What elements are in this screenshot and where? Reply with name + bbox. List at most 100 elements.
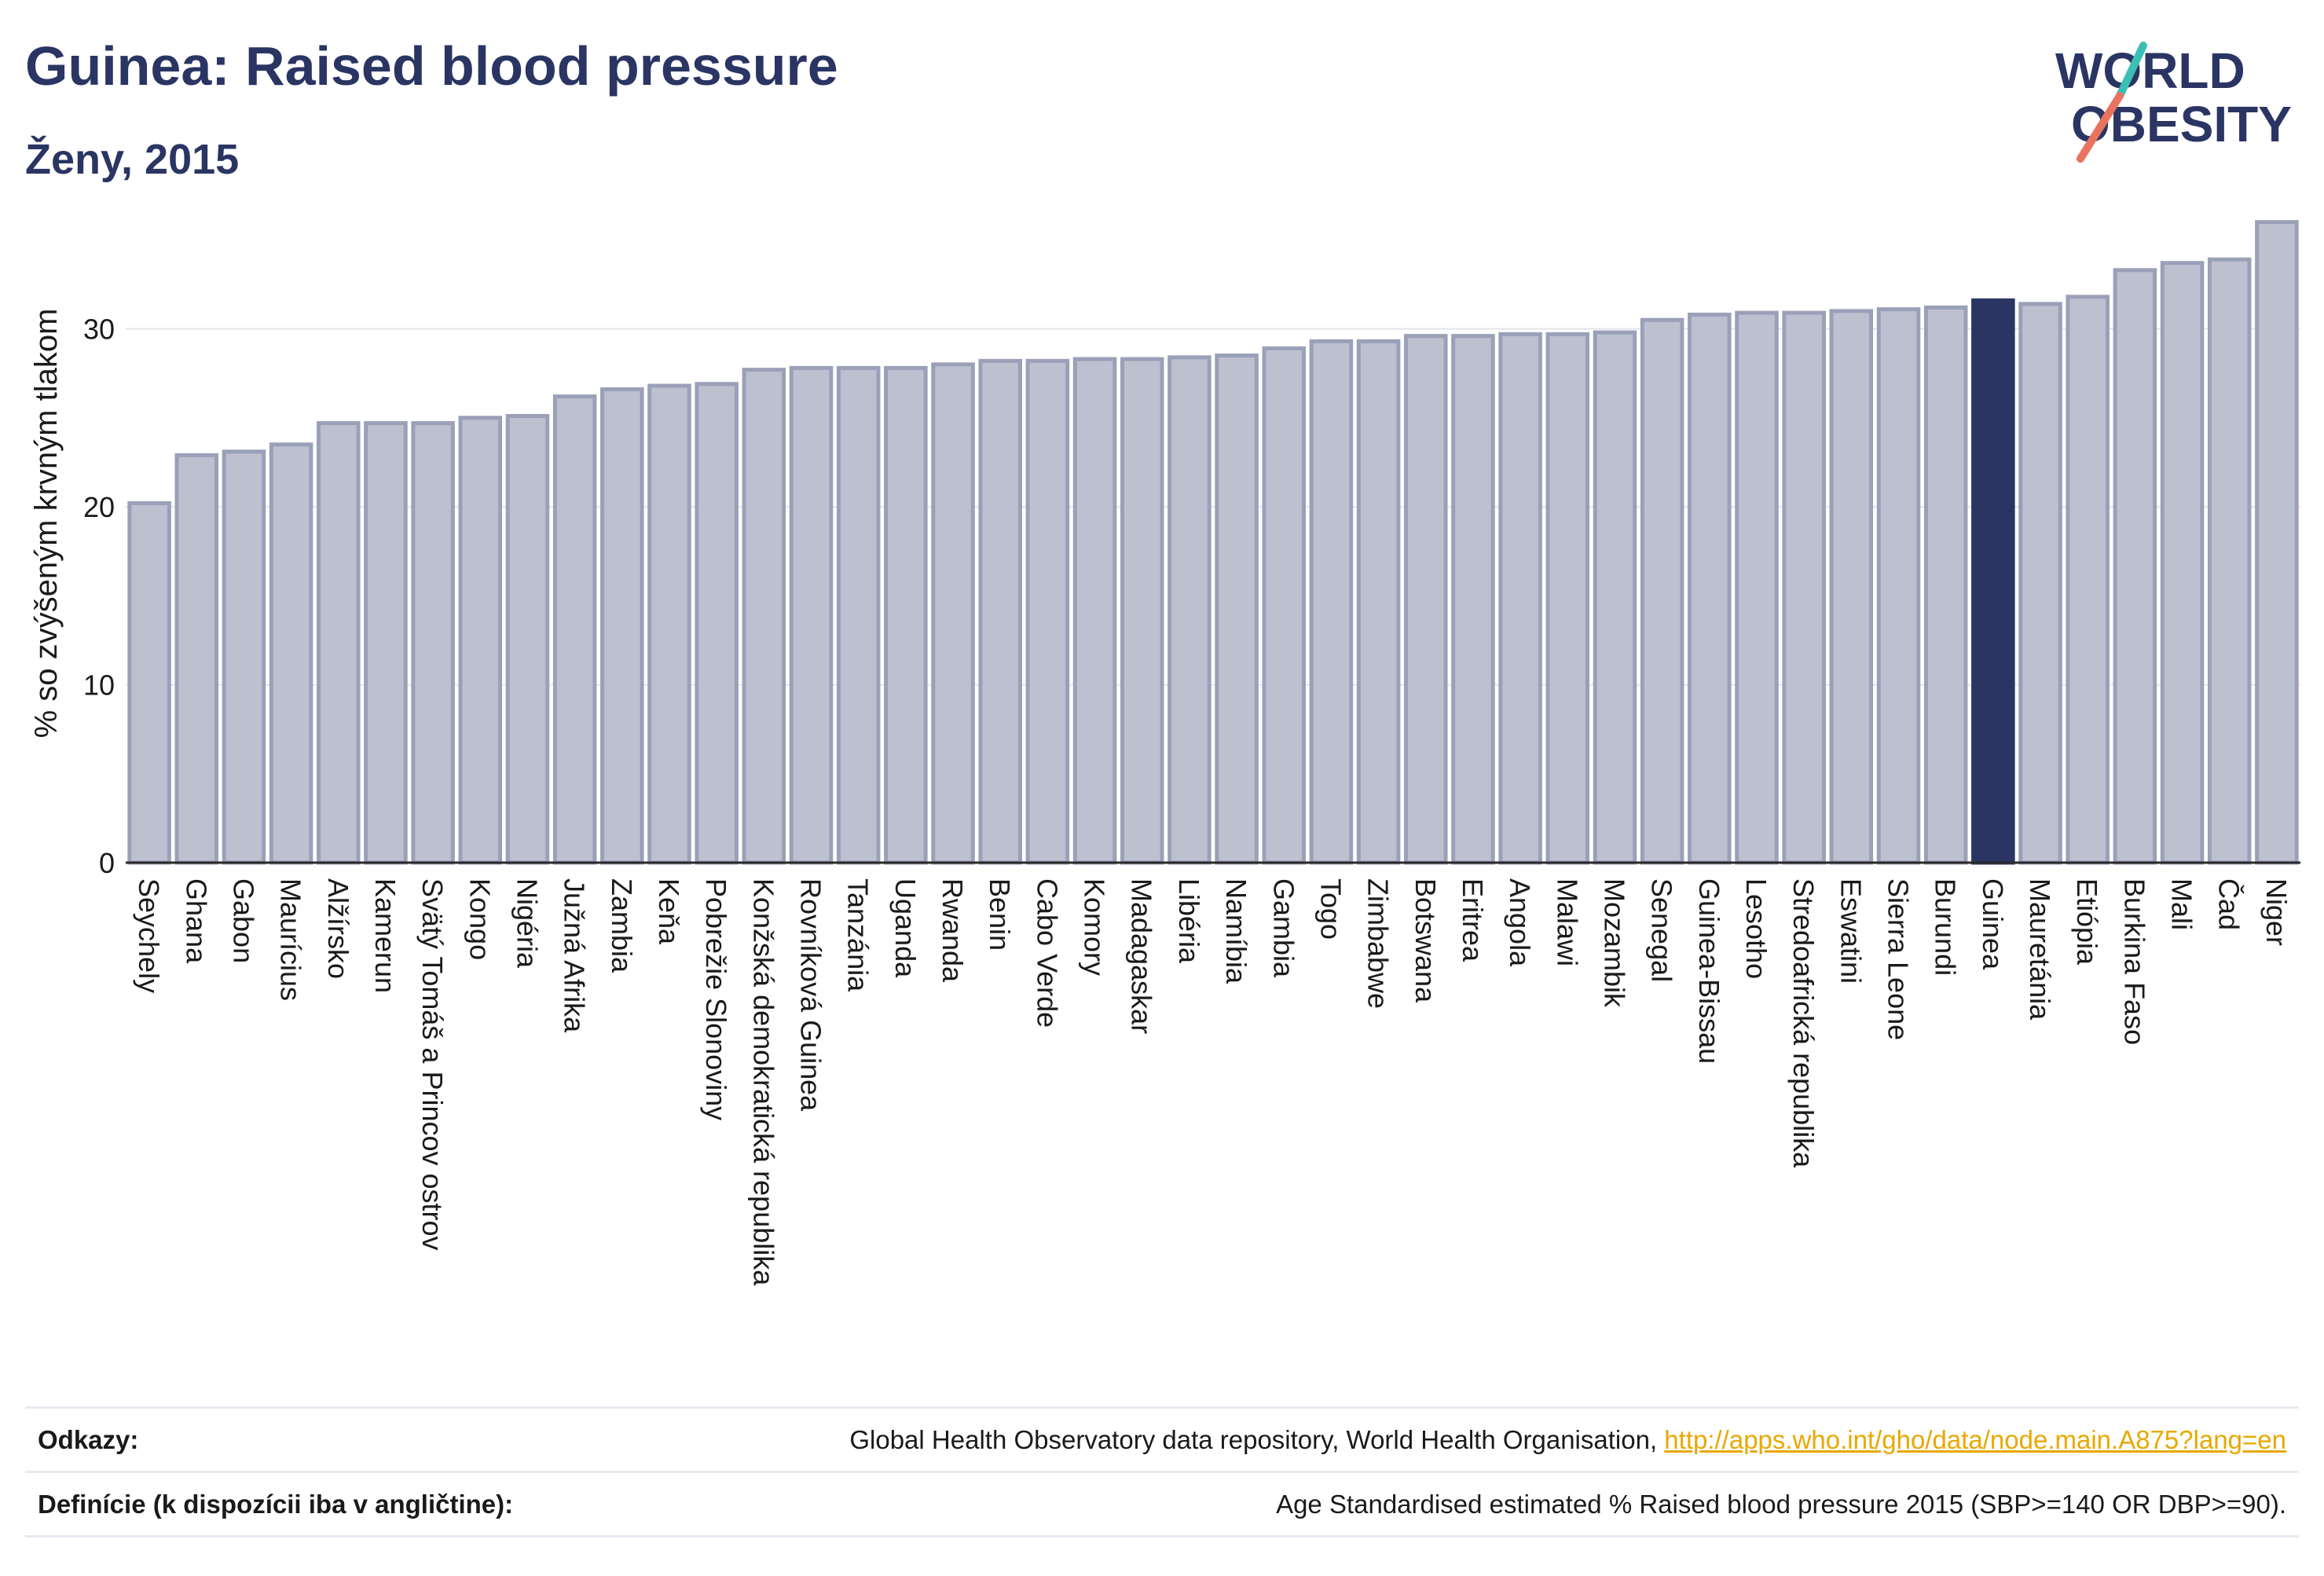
bar xyxy=(505,414,550,865)
bar xyxy=(1829,309,1874,865)
bar xyxy=(695,382,739,865)
bar xyxy=(1545,332,1590,865)
x-tick-label: Mali xyxy=(2166,878,2198,930)
x-tick-label: Senegal xyxy=(1646,878,1678,982)
y-tick-label: 20 xyxy=(83,491,115,523)
bar xyxy=(1404,334,1448,865)
x-tick-label: Alžírsko xyxy=(322,878,354,979)
definitions-label: Definície (k dispozícii iba v angličtine… xyxy=(38,1490,514,1519)
bar-chart: 0 10 20 30 Seychely Ghana Gabon Maurícius Alžír… xyxy=(29,220,2300,1286)
bar xyxy=(317,421,361,865)
bar xyxy=(1782,310,1826,865)
bar xyxy=(269,442,313,865)
x-tick-label: Keňa xyxy=(653,878,685,945)
x-tick-label: Mauretánia xyxy=(2024,878,2056,1021)
bar xyxy=(647,383,691,865)
x-tick-label: Svätý Tomáš a Princov ostrov xyxy=(416,878,449,1251)
x-tick-label: Zimbabwe xyxy=(1362,878,1395,1009)
bar xyxy=(884,365,928,865)
bar-highlight xyxy=(1971,298,2015,865)
x-tick-label: Rwanda xyxy=(937,878,969,983)
bar xyxy=(742,368,786,865)
references-link[interactable]: http://apps.who.int/gho/data/node.main.A… xyxy=(1664,1425,2286,1454)
definitions-row: Definície (k dispozícii iba v angličtine… xyxy=(25,1471,2299,1536)
x-tick-label: Ghana xyxy=(180,878,212,964)
x-tick-label: Kamerun xyxy=(369,878,401,993)
x-tick-label: Maurícius xyxy=(275,878,307,1001)
bar xyxy=(2160,261,2205,865)
world-obesity-logo: WORLD OBESITY xyxy=(2055,42,2292,163)
bar xyxy=(458,416,503,865)
footer-divider xyxy=(25,1535,2299,1538)
page-title: Guinea: Raised blood pressure xyxy=(25,35,838,97)
definitions-value: Age Standardised estimated % Raised bloo… xyxy=(1276,1490,2286,1519)
bar xyxy=(552,394,597,865)
x-tick-label: Malawi xyxy=(1551,878,1583,966)
x-tick-label: Eswatini xyxy=(1835,878,1867,984)
x-tick-label: Komory xyxy=(1079,878,1111,976)
bar xyxy=(978,358,1022,865)
x-tick-label: Nigéria xyxy=(511,878,543,969)
bar xyxy=(1688,312,1732,865)
y-ticks: 0 10 20 30 xyxy=(83,313,115,879)
bar xyxy=(1451,334,1495,865)
x-tick-label: Botswana xyxy=(1409,878,1442,1003)
bar xyxy=(411,421,455,865)
logo-line2: OBESITY xyxy=(2071,96,2292,152)
bar xyxy=(1120,357,1164,865)
references-row: Odkazy: Global Health Observatory data r… xyxy=(25,1406,2299,1472)
references-value: Global Health Observatory data repositor… xyxy=(849,1425,2299,1455)
x-tick-label: Cabo Verde xyxy=(1031,878,1063,1028)
x-tick-label: Madagaskar xyxy=(1126,878,1158,1034)
references-label: Odkazy: xyxy=(38,1425,139,1454)
bar xyxy=(1876,307,1921,865)
logo-line1: WORLD xyxy=(2055,42,2245,99)
x-tick-label: Zambia xyxy=(606,878,638,973)
x-tick-label: Stredoafrická republika xyxy=(1787,878,1820,1168)
page-subtitle: Ženy, 2015 xyxy=(25,136,240,183)
bar xyxy=(1309,339,1354,865)
x-tick-label: Burkina Faso xyxy=(2118,878,2150,1045)
bar xyxy=(1072,357,1117,865)
bar xyxy=(1025,358,1070,865)
references-text: Global Health Observatory data repositor… xyxy=(849,1425,1658,1454)
bar xyxy=(2066,295,2110,865)
bar xyxy=(1593,330,1637,865)
bar xyxy=(1498,332,1542,865)
y-tick-label: 0 xyxy=(99,847,115,879)
x-tick-label: Benin xyxy=(984,878,1016,951)
x-tick-label: Gambia xyxy=(1267,878,1299,978)
bar xyxy=(1262,346,1307,865)
x-tick-label: Mozambik xyxy=(1598,878,1630,1008)
x-tick-label: Etiópia xyxy=(2071,878,2103,966)
x-tick-label: Uganda xyxy=(889,878,922,978)
x-tick-label: Čad xyxy=(2213,878,2245,930)
y-tick-label: 10 xyxy=(83,669,115,702)
logo-slash-coral xyxy=(2077,92,2124,163)
x-tick-label: Guinea-Bissau xyxy=(1693,878,1725,1064)
bar xyxy=(2113,268,2157,865)
bar xyxy=(1215,354,1259,865)
bar xyxy=(2255,220,2299,865)
bar xyxy=(2018,302,2062,865)
bar xyxy=(836,365,881,865)
bar xyxy=(2207,257,2252,865)
bar xyxy=(127,500,171,865)
bar xyxy=(600,387,644,865)
bar xyxy=(1167,355,1211,865)
bar xyxy=(174,453,219,865)
x-tick-label: Libéria xyxy=(1173,878,1205,964)
bar xyxy=(1356,339,1401,865)
x-tick-labels: Seychely Ghana Gabon Maurícius Alžírsko Kamer… xyxy=(133,878,2293,1286)
x-tick-label: Pobrežie Slonoviny xyxy=(700,878,732,1120)
x-tick-label: Guinea xyxy=(1977,878,2009,970)
bar xyxy=(931,362,975,865)
bar xyxy=(789,365,834,865)
bar xyxy=(364,421,408,865)
x-tick-label: Lesotho xyxy=(1740,878,1772,979)
x-tick-label: Tanzánia xyxy=(842,878,874,992)
x-tick-label: Južná Afrika xyxy=(559,878,591,1033)
logo-slash-teal xyxy=(2116,42,2147,100)
bar xyxy=(1640,317,1684,865)
bars xyxy=(127,220,2299,865)
